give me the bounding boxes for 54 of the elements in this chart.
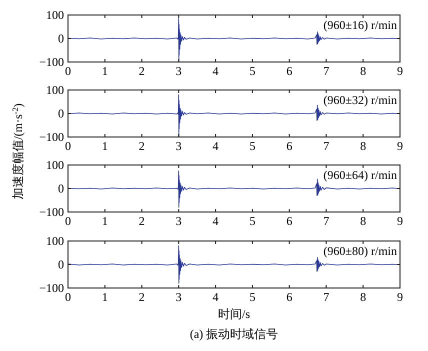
x-tick-label: 6	[286, 64, 292, 78]
y-tick-label: 0	[58, 182, 64, 196]
annotation: (960±64) r/min	[323, 168, 397, 182]
x-tick-label: 9	[397, 139, 403, 153]
annotation: (960±16) r/min	[323, 18, 397, 32]
x-tick-label: 5	[249, 139, 256, 153]
x-tick-label: 8	[360, 139, 366, 153]
annotation: (960±32) r/min	[323, 93, 397, 107]
x-tick-label: 6	[286, 139, 292, 153]
x-tick-label: 4	[212, 64, 219, 78]
x-tick-label: 6	[286, 290, 292, 304]
x-tick-label: 8	[360, 290, 366, 304]
x-tick-label: 2	[138, 290, 145, 304]
y-tick-label: 0	[58, 32, 64, 46]
y-tick-label: 100	[46, 8, 64, 22]
x-tick-label: 1	[102, 64, 108, 78]
y-tick-label: −100	[39, 281, 64, 295]
x-tick-label: 7	[323, 214, 330, 228]
x-tick-label: 7	[323, 290, 330, 304]
y-tick-label: −100	[39, 55, 64, 69]
text: (a) 振动时域信号	[190, 327, 278, 341]
x-tick-label: 1	[102, 290, 108, 304]
x-tick-label: 4	[212, 139, 219, 153]
y-tick-label: 0	[58, 258, 64, 272]
x-tick-label: 2	[138, 64, 145, 78]
x-tick-label: 3	[176, 290, 182, 304]
y-tick-label: 100	[46, 83, 64, 97]
y-tick-label: 0	[58, 106, 64, 120]
x-tick-label: 3	[176, 214, 182, 228]
x-tick-label: 7	[323, 139, 330, 153]
annotation: (960±80) r/min	[323, 244, 397, 258]
y-tick-label: 100	[46, 234, 64, 248]
x-tick-label: 9	[397, 290, 403, 304]
x-tick-label: 7	[323, 64, 330, 78]
x-tick-label: 9	[397, 214, 403, 228]
x-tick-label: 4	[212, 214, 219, 228]
x-tick-label: 9	[397, 64, 403, 78]
x-tick-label: 8	[360, 64, 366, 78]
x-tick-label: 6	[286, 214, 292, 228]
x-tick-label: 3	[176, 64, 182, 78]
y-tick-label: −100	[39, 130, 64, 144]
x-tick-label: 5	[249, 290, 256, 304]
x-axis-title: 时间/s	[218, 307, 250, 321]
x-tick-label: 5	[249, 64, 256, 78]
x-tick-label: 5	[249, 214, 256, 228]
x-tick-label: 8	[360, 214, 366, 228]
y-tick-label: −100	[39, 205, 64, 219]
y-tick-label: 100	[46, 158, 64, 172]
x-tick-label: 4	[212, 290, 219, 304]
x-tick-label: 2	[138, 214, 145, 228]
x-tick-label: 2	[138, 139, 145, 153]
x-tick-label: 1	[102, 139, 108, 153]
x-tick-label: 3	[176, 139, 182, 153]
x-tick-label: 1	[102, 214, 108, 228]
